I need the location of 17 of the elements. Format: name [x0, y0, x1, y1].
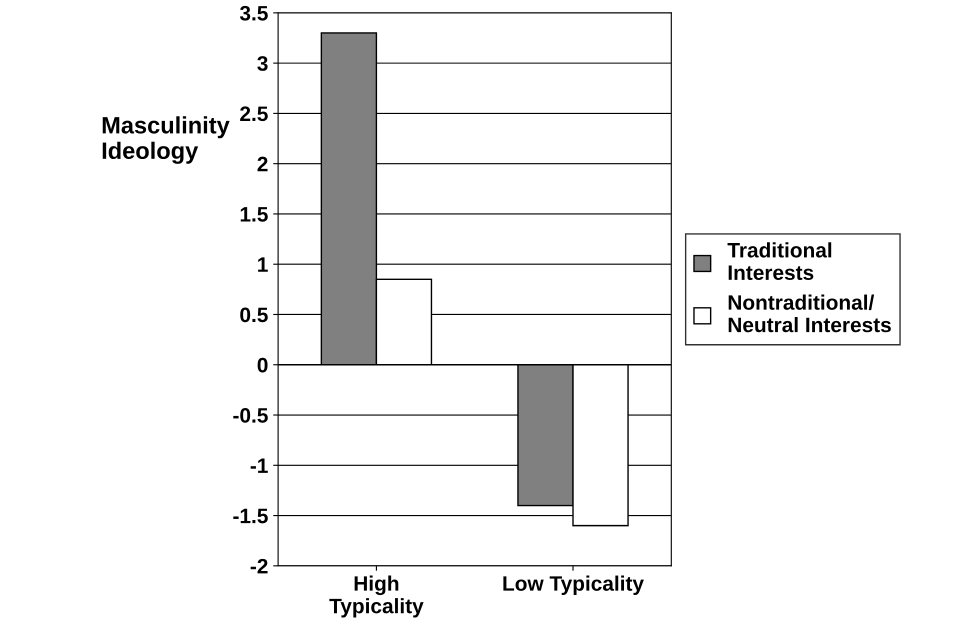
y-tick-label: 1.5	[240, 207, 268, 222]
y-tick-label: 2	[258, 156, 268, 172]
y-tick-label: -0.5	[233, 408, 268, 423]
legend-label: Nontraditional/ Neutral Interests	[728, 294, 891, 332]
y-tick-label: 3.5	[240, 6, 268, 21]
y-tick-label: -1.5	[233, 508, 268, 524]
y-tick-label: -1	[250, 458, 268, 473]
y-tick-label: 3	[257, 56, 268, 71]
y-tick-label: 0.5	[240, 307, 268, 322]
x-tick-label: Low Typicality	[503, 576, 644, 595]
y-axis-title: Masculinity Ideology	[102, 116, 230, 164]
y-tick-label: 0	[258, 358, 268, 373]
y-tick-label: 2.5	[240, 106, 268, 122]
legend-label: Traditional Interests	[728, 242, 832, 280]
y-tick-label: -2	[250, 558, 268, 574]
y-tick-label: 1	[258, 257, 268, 272]
x-tick-label: High Typicality	[329, 576, 424, 618]
